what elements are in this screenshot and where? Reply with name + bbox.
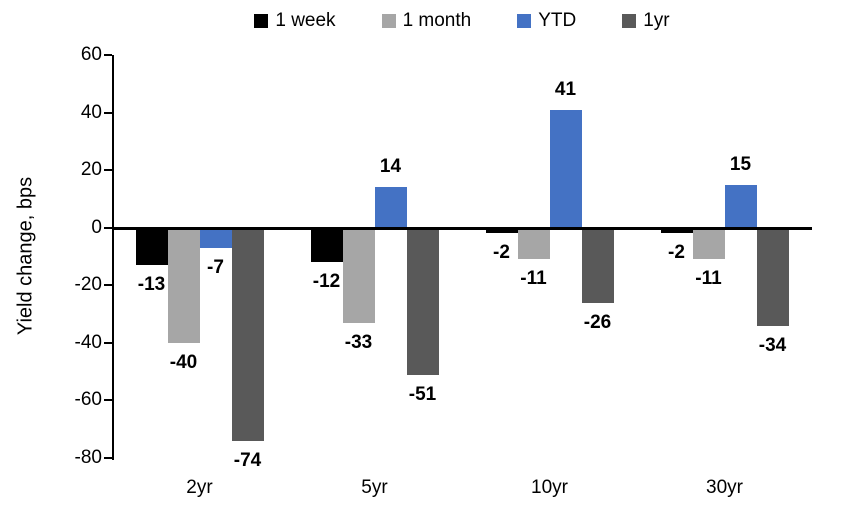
y-tick-label: -40 (74, 332, 102, 353)
data-label: -51 (408, 384, 437, 405)
legend: 1 week 1 month YTD 1yr (112, 6, 812, 36)
legend-swatch-icon (517, 14, 532, 28)
legend-item-YTD: YTD (517, 6, 576, 36)
category-label: 5yr (361, 477, 388, 498)
y-tick-label: -60 (74, 389, 102, 410)
data-label: -33 (344, 332, 373, 353)
y-tick-label: -80 (74, 447, 102, 468)
legend-label: YTD (538, 10, 577, 31)
data-label: -2 (668, 242, 685, 263)
data-label: 41 (554, 79, 577, 100)
data-label: -2 (493, 242, 510, 263)
legend-label: 1 month (402, 10, 472, 31)
y-axis-tick (104, 284, 112, 286)
y-axis-title: Yield change, bps (14, 176, 37, 336)
x-axis-line (112, 227, 812, 230)
y-axis-tick (104, 457, 112, 459)
data-label: 14 (379, 156, 402, 177)
y-axis-tick (104, 399, 112, 401)
category-label: 30yr (706, 477, 743, 498)
y-axis-tick (104, 342, 112, 344)
legend-label: 1yr (643, 10, 670, 31)
legend-swatch-icon (254, 14, 269, 28)
y-tick-label: 0 (91, 217, 102, 238)
bar-1-month-5yr (342, 227, 375, 323)
data-label: -34 (758, 335, 787, 356)
bar-1-week-2yr (135, 227, 168, 266)
y-tick-label: -20 (74, 274, 102, 295)
data-label: -13 (137, 274, 166, 295)
bar-1-month-10yr (517, 227, 550, 260)
bar-YTD-5yr (374, 187, 407, 228)
data-label: -74 (233, 450, 262, 471)
bar-1-month-2yr (167, 227, 200, 343)
y-tick-label: 40 (80, 102, 102, 123)
legend-item-1yr: 1yr (622, 6, 670, 36)
bar-YTD-30yr (724, 184, 757, 228)
bar-1-week-10yr (485, 227, 518, 234)
category-label: 10yr (531, 477, 568, 498)
legend-swatch-icon (381, 14, 396, 28)
bar-1-week-5yr (310, 227, 343, 263)
legend-item-1-month: 1 month (381, 6, 472, 36)
y-axis-tick (104, 112, 112, 114)
bar-YTD-10yr (549, 109, 582, 228)
y-axis-line (112, 55, 114, 460)
bar-1yr-2yr (231, 227, 264, 441)
legend-item-1-week: 1 week (254, 6, 336, 36)
bar-1yr-30yr (756, 227, 789, 326)
data-label: -11 (520, 268, 547, 289)
legend-swatch-icon (622, 14, 637, 28)
data-label: -11 (695, 268, 722, 289)
bar-1-week-30yr (660, 227, 693, 234)
y-axis-tick (104, 54, 112, 56)
legend-label: 1 week (275, 10, 336, 31)
bar-1-month-30yr (692, 227, 725, 260)
category-label: 2yr (186, 477, 213, 498)
y-tick-label: 20 (80, 159, 102, 180)
data-label: -40 (169, 352, 198, 373)
data-label: 15 (729, 154, 752, 175)
bar-YTD-2yr (199, 227, 232, 248)
data-label: -7 (207, 257, 224, 278)
y-tick-label: 60 (80, 44, 102, 65)
data-label: -12 (312, 271, 341, 292)
bar-1yr-10yr (581, 227, 614, 303)
y-axis-tick (104, 169, 112, 171)
data-label: -26 (583, 312, 612, 333)
bar-1yr-5yr (406, 227, 439, 375)
y-axis-tick (104, 227, 112, 229)
